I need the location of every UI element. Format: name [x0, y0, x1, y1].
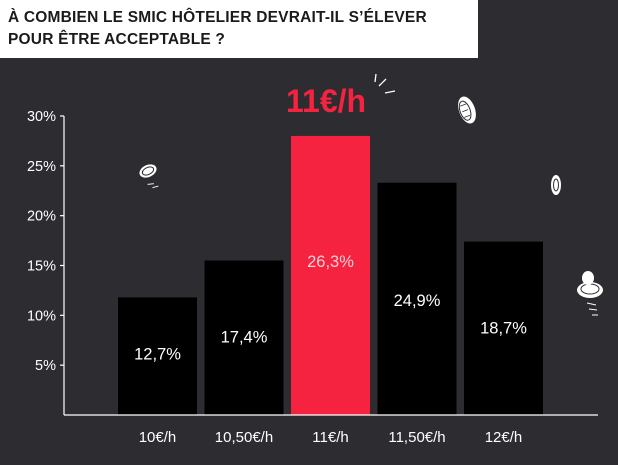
coin-icon	[139, 164, 159, 189]
y-tick-label: 25%	[27, 159, 56, 175]
bar	[377, 182, 457, 415]
y-tick-label: 30%	[27, 109, 56, 125]
chart-title-line-2: POUR ÊTRE ACCEPTABLE ?	[8, 31, 226, 48]
x-category-label: 10,50€/h	[215, 429, 273, 446]
sparkle-icon	[374, 73, 396, 94]
x-category-label: 12€/h	[485, 429, 523, 446]
x-category-label: 11,50€/h	[388, 429, 445, 446]
title-box: À COMBIEN LE SMIC HÔTELIER DEVRAIT-IL S’…	[0, 0, 478, 58]
coin-stack-icon	[577, 271, 603, 316]
x-category-label: 11€/h	[312, 429, 348, 446]
coin-icon	[458, 96, 476, 124]
chart-title-line-1: À COMBIEN LE SMIC HÔTELIER DEVRAIT-IL S’…	[8, 9, 427, 26]
bar	[118, 297, 197, 415]
bar	[291, 135, 370, 415]
y-tick-label: 15%	[27, 259, 56, 275]
bar-value-label: 26,3%	[307, 253, 354, 271]
bar-value-label: 12,7%	[134, 346, 181, 364]
y-tick-label: 10%	[27, 308, 56, 324]
bar	[204, 260, 284, 415]
coin-icon	[551, 175, 561, 195]
bar	[464, 241, 543, 415]
x-category-label: 10€/h	[139, 429, 177, 446]
bar-value-label: 24,9%	[394, 292, 441, 310]
bar-value-label: 17,4%	[221, 328, 268, 346]
y-tick-label: 5%	[35, 358, 56, 374]
y-tick-label: 20%	[27, 209, 56, 225]
bar-value-label: 18,7%	[480, 319, 527, 337]
highlight-callout: 11€/h	[286, 83, 366, 119]
